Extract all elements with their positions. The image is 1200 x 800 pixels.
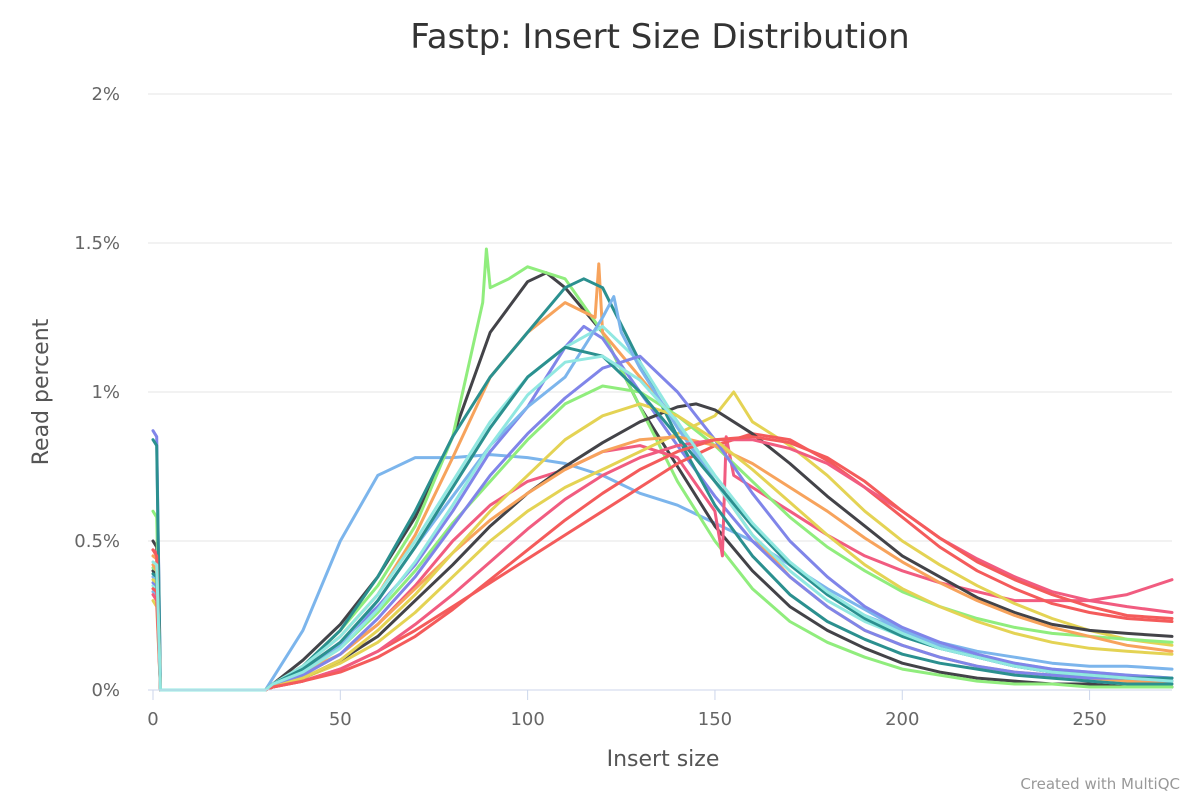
x-tick-label: 100 [510, 709, 544, 730]
x-tick-label: 250 [1072, 709, 1106, 730]
x-axis-title: Insert size [607, 747, 720, 772]
x-tick-label: 50 [329, 709, 352, 730]
y-tick-label: 0.5% [74, 531, 120, 552]
series-line-20[interactable] [151, 354, 1174, 692]
y-tick-label: 1% [91, 382, 120, 403]
x-tick-label: 150 [698, 709, 732, 730]
y-axis-title: Read percent [29, 318, 54, 465]
series-line-19[interactable] [151, 435, 1174, 692]
credits-link[interactable]: Created with MultiQC [1020, 775, 1180, 793]
x-tick-label: 0 [147, 709, 158, 730]
x-tick-label: 200 [885, 709, 919, 730]
series-line-15[interactable] [151, 354, 1174, 692]
y-tick-label: 1.5% [74, 233, 120, 254]
series-line-17[interactable] [151, 402, 1174, 692]
chart-title: Fastp: Insert Size Distribution [410, 17, 909, 57]
gridlines [148, 93, 1172, 542]
series-lines [151, 247, 1174, 692]
y-tick-label: 0% [91, 680, 120, 701]
y-tick-label: 2% [91, 84, 120, 105]
axes: 0% 0.5% 1% 1.5% 2% 0 50 100 150 200 250 [74, 84, 1172, 730]
